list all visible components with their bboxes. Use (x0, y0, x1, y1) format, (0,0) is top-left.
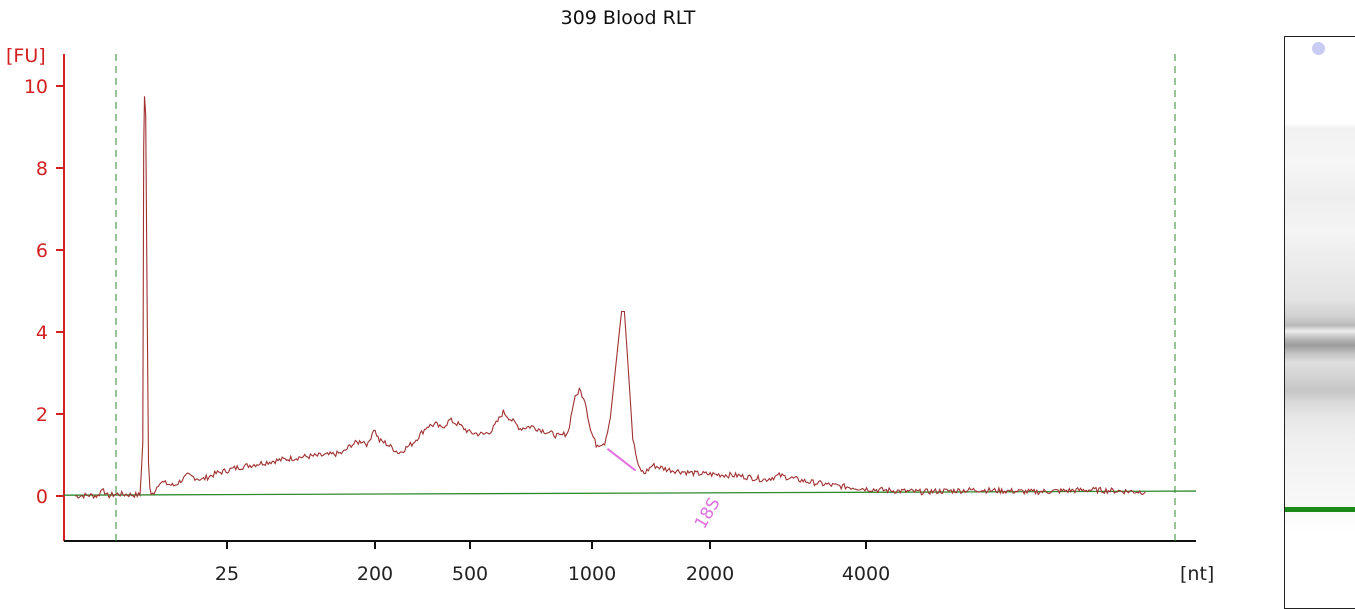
axes (63, 54, 1196, 542)
y-tick-label: 10 (24, 76, 48, 98)
x-tick-label: 1000 (568, 563, 616, 585)
peak-18s-label: 18S (691, 494, 725, 532)
sample-trace (75, 96, 1146, 500)
x-tick-label: 4000 (842, 563, 890, 585)
baseline-line (63, 490, 1197, 496)
x-tick-label: 25 (215, 563, 239, 585)
peak-18s-fit-line (606, 448, 637, 472)
y-tick-label: 4 (36, 322, 48, 344)
gel-lane-image (1284, 36, 1355, 609)
x-tick-label: 200 (357, 563, 393, 585)
y-tick-label: 6 (36, 240, 48, 262)
lower-marker-band (1285, 507, 1355, 512)
x-axis-label: [nt] (1180, 563, 1214, 585)
marker-guide-lines (115, 54, 1176, 541)
y-tick-label: 2 (36, 404, 48, 426)
annotations: 18S (606, 448, 725, 533)
electropherogram-chart: 309 Blood RLT [FU] [nt] 0 2 4 6 8 10 25 200 500… (6, 7, 1214, 585)
x-axis-ticks: 25 200 500 1000 2000 4000 (215, 541, 890, 585)
well-dot (1312, 42, 1325, 55)
y-axis-ticks: 0 2 4 6 8 10 (24, 76, 64, 508)
x-tick-label: 500 (452, 563, 488, 585)
x-tick-label: 2000 (686, 563, 734, 585)
y-axis-label: [FU] (6, 45, 46, 67)
traces (63, 96, 1197, 500)
y-tick-label: 8 (36, 158, 48, 180)
y-tick-label: 0 (36, 486, 48, 508)
chart-title: 309 Blood RLT (561, 7, 696, 29)
